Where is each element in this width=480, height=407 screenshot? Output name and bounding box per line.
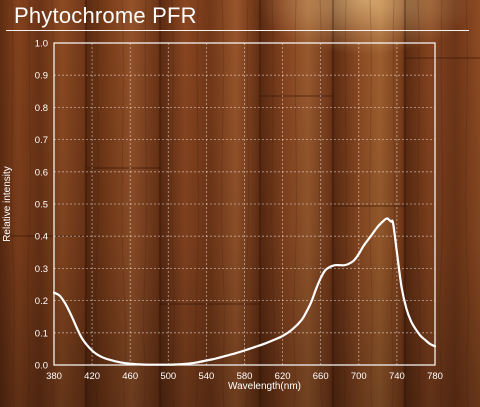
x-tick-label: 620 (275, 371, 291, 382)
x-tick-label: 380 (46, 371, 62, 382)
series-line (52, 217, 437, 366)
y-tick-label: 0.2 (35, 296, 48, 307)
grid (54, 43, 435, 365)
chart-title: Phytochrome PFR (14, 3, 197, 28)
plot-frame (53, 42, 436, 366)
x-tick-label: 420 (84, 371, 100, 382)
y-tick-label: 1.0 (35, 39, 48, 50)
y-tick-label: 0.7 (35, 135, 48, 146)
y-tick-label: 0.1 (35, 328, 48, 339)
y-tick-label: 0.5 (35, 200, 48, 211)
y-tick-label: 0.6 (35, 167, 48, 178)
x-tick-label: 780 (427, 371, 443, 382)
x-tick-label: 580 (237, 371, 253, 382)
y-tick-label: 0.3 (35, 264, 48, 275)
y-axis-label: Relative intensity (2, 166, 13, 242)
y-tick-label: 0.8 (35, 103, 48, 114)
title-divider (6, 30, 469, 31)
x-tick-label: 460 (122, 371, 138, 382)
x-axis-label: Wavelength(nm) (228, 381, 301, 392)
y-tick-label: 0.4 (35, 232, 48, 243)
x-tick-label: 700 (351, 371, 367, 382)
x-tick-label: 660 (313, 371, 329, 382)
y-axis-ticks: 0.0 0.1 0.2 0.3 0.4 0.5 0.6 0.7 0.8 0.9 1.0 (35, 39, 48, 372)
series-layer (52, 217, 437, 366)
x-tick-label: 540 (198, 371, 214, 382)
y-tick-label: 0.9 (35, 71, 48, 82)
y-tick-label: 0.0 (35, 361, 48, 372)
x-tick-label: 500 (160, 371, 176, 382)
x-axis-ticks: 380 420 460 500 540 580 620 660 700 740 780 (46, 371, 443, 382)
x-tick-label: 740 (389, 371, 405, 382)
